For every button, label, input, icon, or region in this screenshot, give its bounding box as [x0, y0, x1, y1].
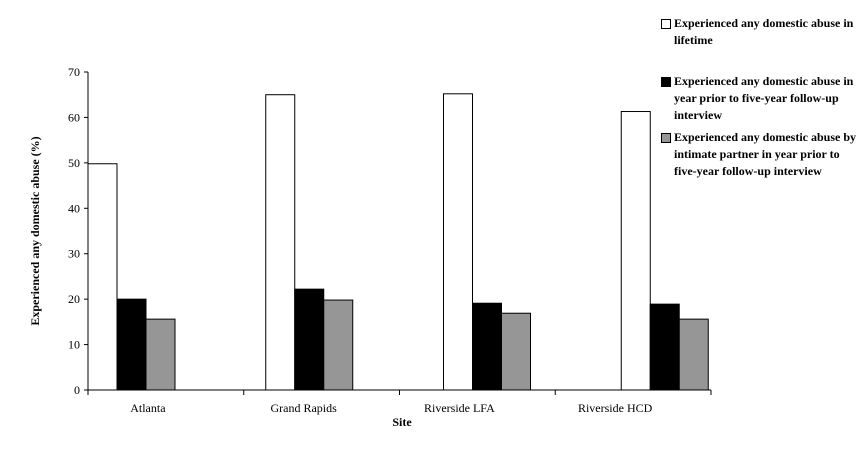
legend-label: Experienced any domestic abuse in lifeti… — [674, 16, 854, 47]
axes: 0 10 20 30 40 50 60 70 Atlanta Grand Rapids Rivers… — [68, 65, 712, 415]
y-tick-label: 0 — [74, 383, 80, 397]
bar-grand-rapids-series-1 — [265, 94, 296, 391]
bars — [87, 93, 709, 391]
x-tick-label: Riverside LFA — [424, 401, 495, 415]
legend-swatch — [661, 133, 671, 143]
legend-swatch — [661, 19, 671, 29]
legend-item: Experienced any domestic abuse by intima… — [661, 129, 861, 180]
bar-riverside-lfa-series-2 — [472, 302, 502, 391]
legend-label: Experienced any domestic abuse in year p… — [674, 74, 854, 122]
bar-riverside-hcd-series-2 — [649, 303, 680, 391]
bar-atlanta-series-2 — [116, 298, 147, 391]
y-tick-label: 30 — [68, 247, 80, 261]
y-tick-label: 10 — [68, 338, 80, 352]
x-tick-label: Riverside HCD — [578, 401, 653, 415]
legend-item: Experienced any domestic abuse in year p… — [661, 73, 861, 124]
legend-item: Experienced any domestic abuse in lifeti… — [661, 15, 861, 49]
bar-atlanta-series-1 — [87, 163, 118, 391]
y-tick-label: 40 — [68, 201, 80, 215]
bar-riverside-hcd-series-3 — [678, 318, 709, 391]
legend-label: Experienced any domestic abuse by intima… — [674, 130, 857, 178]
x-tick-label: Atlanta — [130, 401, 166, 415]
y-tick-label: 60 — [68, 110, 80, 124]
bar-riverside-hcd-series-1 — [620, 111, 651, 391]
bar-riverside-lfa-series-3 — [501, 312, 531, 391]
y-axis-label: Experienced any domestic abuse (%) — [28, 136, 42, 325]
bar-grand-rapids-series-2 — [294, 288, 325, 391]
y-tick-label: 50 — [68, 156, 80, 170]
x-axis-label: Site — [392, 415, 412, 429]
legend-swatch — [661, 77, 671, 87]
bar-atlanta-series-3 — [145, 318, 176, 391]
bar-riverside-lfa-series-1 — [443, 93, 473, 391]
y-tick-label: 70 — [68, 65, 80, 79]
x-tick-label: Grand Rapids — [270, 401, 337, 415]
y-tick-label: 20 — [68, 292, 80, 306]
bar-grand-rapids-series-3 — [323, 299, 354, 391]
